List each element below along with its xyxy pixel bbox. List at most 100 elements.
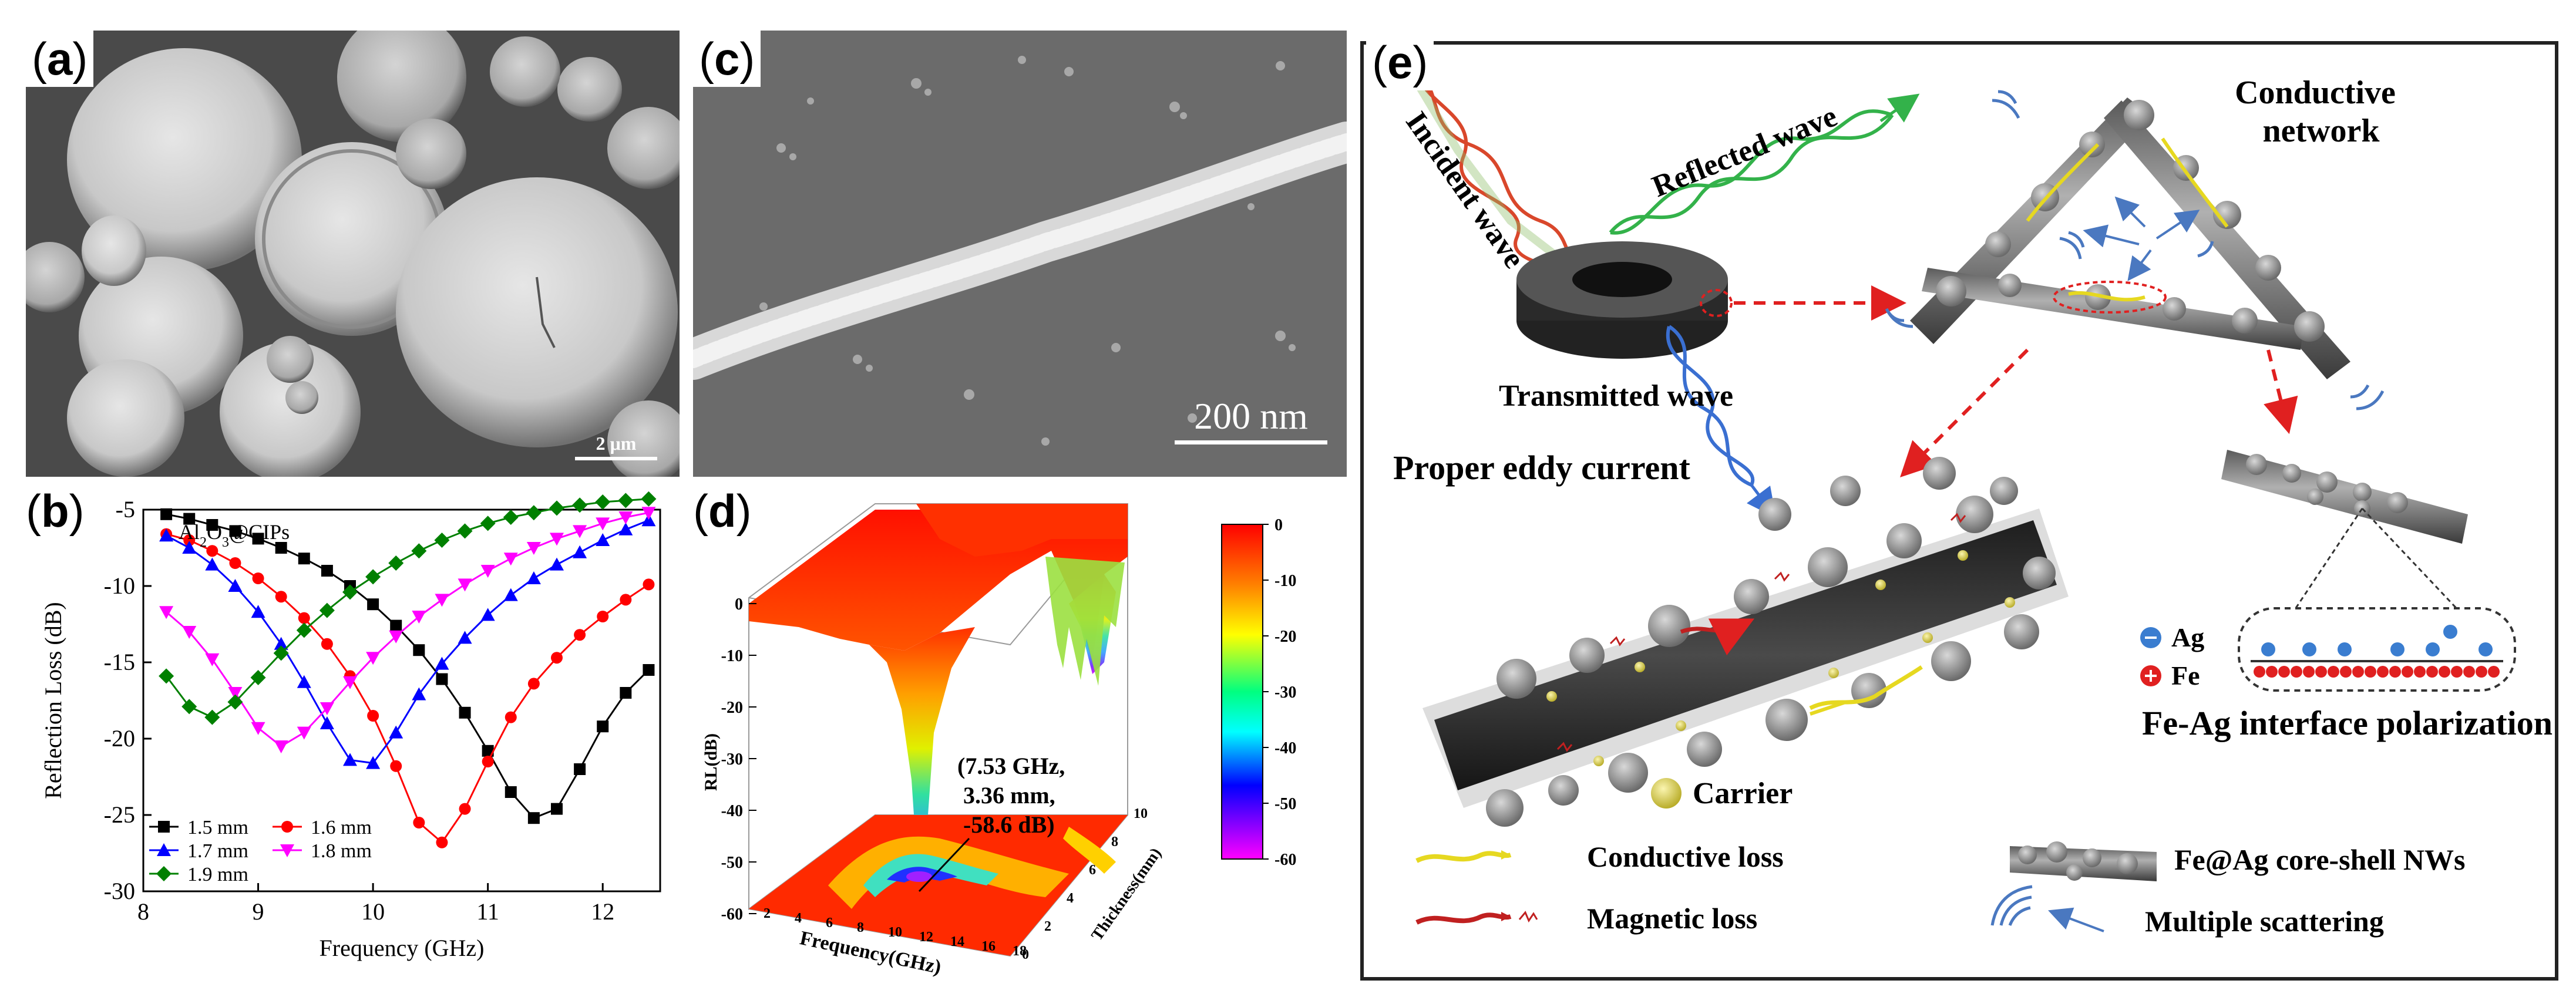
data-point bbox=[274, 740, 288, 753]
legend-magnetic-loss-label: Magnetic loss bbox=[1587, 902, 1757, 935]
y-tick-label: -5 bbox=[116, 496, 135, 523]
contour-band-right bbox=[1063, 827, 1116, 874]
colorbar-ticks: 0 -10 -20 -30 -40 -50 -60 bbox=[1263, 516, 1296, 869]
data-point bbox=[618, 511, 633, 524]
sem-image-c bbox=[693, 31, 1347, 477]
x-tick-label: 12 bbox=[591, 898, 614, 925]
data-point bbox=[205, 653, 220, 666]
fe-atom bbox=[2426, 666, 2438, 678]
fe-atom bbox=[2266, 666, 2278, 678]
legend-label: 1.7 mm bbox=[187, 840, 248, 862]
data-point bbox=[389, 725, 403, 739]
data-point bbox=[505, 786, 517, 798]
y-tick-label: 6 bbox=[1089, 863, 1096, 878]
data-point bbox=[551, 652, 563, 664]
legend-multiple-scattering-label: Multiple scattering bbox=[2145, 905, 2384, 938]
legend-core-shell-label: Fe@Ag core-shell NWs bbox=[2174, 843, 2465, 876]
y-tick-label: -25 bbox=[104, 801, 135, 828]
data-point bbox=[574, 629, 586, 641]
legend-magnetic-loss: Magnetic loss bbox=[1415, 902, 1757, 935]
data-point bbox=[480, 608, 495, 621]
data-point bbox=[503, 553, 518, 566]
data-point bbox=[274, 636, 288, 650]
label-paren-close: ) bbox=[72, 33, 88, 85]
data-point bbox=[229, 557, 241, 569]
panel-e: Incident wave Reflected wave Transmitted… bbox=[1360, 34, 2558, 981]
data-point bbox=[458, 631, 472, 644]
data-point bbox=[434, 533, 450, 548]
reflected-wave-label: Reflected wave bbox=[1647, 99, 1842, 204]
data-point bbox=[549, 500, 564, 516]
data-point bbox=[551, 803, 563, 815]
data-point bbox=[595, 494, 611, 510]
x-tick-label: 6 bbox=[826, 915, 833, 931]
y-tick-label: -10 bbox=[104, 572, 135, 599]
data-point bbox=[643, 664, 655, 676]
label-paren-open: ( bbox=[693, 485, 708, 537]
label-paren-close: ) bbox=[739, 33, 755, 85]
data-point bbox=[413, 817, 425, 828]
series-line bbox=[166, 513, 650, 819]
legend-conductive-loss-label: Conductive loss bbox=[1587, 840, 1784, 873]
data-point bbox=[550, 533, 564, 546]
data-point bbox=[620, 687, 632, 699]
x-tick-label: 12 bbox=[919, 929, 933, 945]
data-point bbox=[457, 523, 473, 539]
fe-atom bbox=[2340, 666, 2352, 678]
label-letter: d bbox=[708, 485, 737, 537]
colorbar-tick-label: -40 bbox=[1274, 739, 1296, 757]
annotation-line-1: (7.53 GHz, bbox=[957, 753, 1065, 779]
colorbar-tick-label: -60 bbox=[1274, 851, 1296, 869]
scale-bar-line bbox=[1175, 440, 1327, 444]
series-line bbox=[166, 511, 649, 747]
surface-well bbox=[840, 627, 975, 897]
fe-label: Fe bbox=[2171, 661, 2200, 691]
data-point bbox=[459, 803, 471, 815]
y-tick-label: -30 bbox=[104, 878, 135, 904]
data-point bbox=[297, 675, 311, 688]
label-paren-open: ( bbox=[26, 485, 41, 537]
data-point bbox=[503, 588, 518, 601]
carrier-label: Carrier bbox=[1693, 777, 1793, 810]
contour-band-1 bbox=[828, 836, 1069, 909]
data-point bbox=[480, 565, 495, 578]
y-ticks: 02 468 10 bbox=[1022, 806, 1148, 962]
legend-label: 1.9 mm bbox=[187, 864, 248, 885]
annotation-line-3: -58.6 dB) bbox=[963, 811, 1055, 838]
data-point bbox=[204, 709, 220, 725]
data-point bbox=[275, 542, 287, 554]
y-tick-label: 4 bbox=[1067, 891, 1074, 906]
legend-marker bbox=[158, 821, 170, 833]
data-point bbox=[160, 508, 173, 520]
y-tick-label: 2 bbox=[1044, 919, 1051, 934]
data-point bbox=[527, 812, 540, 824]
panel-b-label: (b) bbox=[20, 483, 90, 539]
contour-floor bbox=[749, 815, 1128, 956]
data-point bbox=[573, 545, 587, 558]
label-letter: e bbox=[1387, 36, 1413, 88]
data-point bbox=[411, 543, 427, 559]
data-point bbox=[320, 702, 334, 715]
legend-entry: 1.7 mm bbox=[149, 840, 248, 862]
data-point bbox=[390, 619, 402, 632]
data-point bbox=[159, 528, 174, 542]
data-point bbox=[572, 497, 588, 513]
label-letter: a bbox=[46, 33, 73, 85]
data-point bbox=[641, 513, 656, 527]
x-tick-label: 14 bbox=[950, 934, 964, 949]
label-paren-close: ) bbox=[736, 485, 752, 537]
colorbar-tick-label: 0 bbox=[1274, 516, 1283, 534]
z-tick-label: -10 bbox=[721, 647, 743, 665]
fe-atom bbox=[2303, 666, 2315, 678]
fe-atom bbox=[2439, 666, 2450, 678]
data-point bbox=[596, 517, 610, 531]
data-point bbox=[459, 706, 471, 719]
y-axis-label: Reflection Loss (dB) bbox=[40, 602, 66, 799]
data-point bbox=[482, 745, 494, 757]
legend-entry: 1.5 mm bbox=[149, 817, 248, 838]
panel-a-label: (a) bbox=[26, 31, 94, 87]
ag-label: Ag bbox=[2171, 622, 2204, 652]
fe-atom bbox=[2291, 666, 2302, 678]
data-point bbox=[643, 578, 655, 591]
